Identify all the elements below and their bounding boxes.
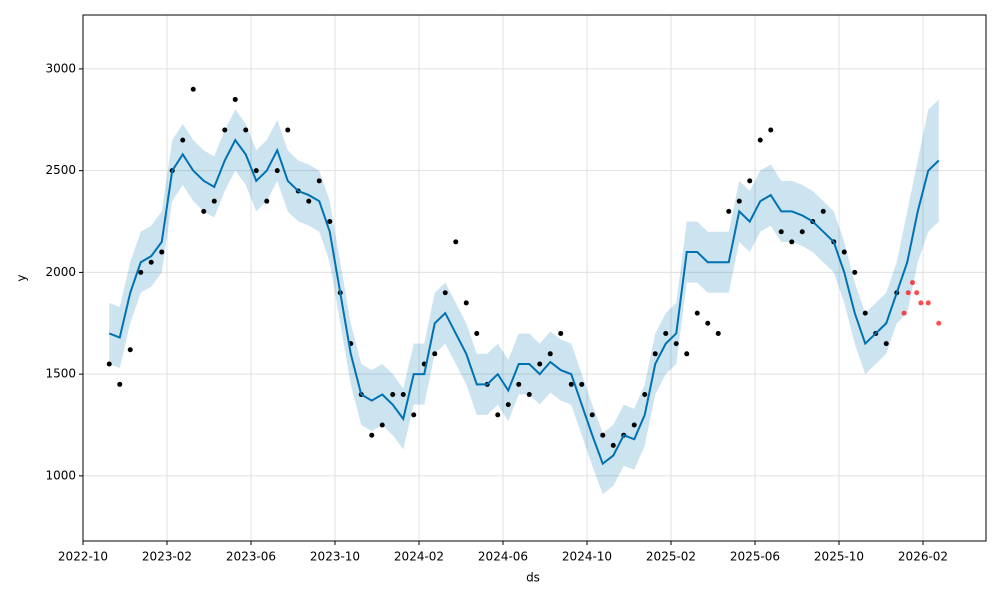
observed-point [390, 391, 396, 397]
observed-point [694, 310, 700, 316]
observed-point [379, 422, 385, 428]
observed-point [316, 178, 322, 184]
test-point [910, 280, 915, 286]
observed-point [726, 208, 732, 214]
test-point [914, 290, 920, 296]
observed-point [789, 239, 795, 245]
test-point [936, 320, 942, 326]
observed-point [799, 229, 805, 235]
observed-point [400, 391, 406, 397]
observed-point [159, 249, 165, 255]
observed-point [453, 239, 459, 245]
observed-point [306, 198, 312, 204]
observed-point [411, 412, 417, 418]
x-tick-label: 2025-06 [730, 550, 780, 564]
observed-point [432, 351, 438, 357]
observed-point [138, 269, 144, 275]
observed-point [600, 432, 606, 438]
test-point [925, 300, 931, 306]
test-point [901, 310, 907, 316]
x-tick-label: 2024-02 [394, 550, 444, 564]
x-tick-label: 2023-10 [310, 550, 360, 564]
observed-point [495, 412, 501, 418]
observed-point [778, 229, 784, 235]
plot-area [83, 15, 986, 541]
observed-point [537, 361, 543, 367]
x-tick-label: 2023-02 [142, 550, 192, 564]
observed-point [117, 381, 123, 387]
forecast-line [108, 138, 940, 466]
x-tick-label: 2024-10 [562, 550, 612, 564]
observed-point [558, 330, 564, 336]
y-axis-label: y [15, 274, 29, 281]
plot-frame [82, 14, 987, 542]
observed-point [610, 442, 616, 448]
observed-point [211, 198, 217, 204]
x-axis-label: ds [526, 571, 540, 585]
x-tick-label: 2023-06 [226, 550, 276, 564]
observed-point [222, 127, 228, 133]
test-point [918, 300, 924, 306]
observed-point [190, 86, 196, 92]
observed-point [264, 198, 270, 204]
observed-point [369, 432, 375, 438]
observed-point [652, 351, 658, 357]
observed-point [547, 351, 553, 357]
observed-point [106, 361, 112, 367]
observed-point [862, 310, 868, 316]
observed-point [883, 341, 889, 347]
observed-point [820, 208, 826, 214]
observed-point [579, 381, 585, 387]
observed-point [243, 127, 249, 133]
x-tick-label: 2026-02 [898, 550, 948, 564]
observed-point [768, 127, 774, 133]
observed-point [516, 381, 522, 387]
observed-point [747, 178, 753, 184]
observed-point [642, 391, 648, 397]
observed-point [705, 320, 711, 326]
observed-point [505, 402, 511, 408]
observed-point [463, 300, 469, 306]
observed-point [852, 269, 858, 275]
observed-point [631, 422, 637, 428]
observed-point [715, 330, 721, 336]
observed-point [526, 391, 532, 397]
x-tick-label: 2024-06 [478, 550, 528, 564]
observed-point [684, 351, 690, 357]
y-tick-label: 2500 [45, 163, 76, 177]
observed-point [127, 347, 133, 353]
observed-point [148, 259, 154, 265]
y-tick-label: 1500 [45, 367, 76, 381]
y-tick-label: 1000 [45, 468, 76, 482]
observed-point [180, 137, 186, 143]
y-tick-label: 2000 [45, 265, 76, 279]
y-tick-label: 3000 [45, 61, 76, 75]
observed-point [274, 168, 280, 174]
observed-point [673, 341, 679, 347]
observed-point [327, 219, 333, 225]
uncertainty-band [109, 99, 939, 495]
observed-point [442, 290, 448, 296]
observed-point [841, 249, 847, 255]
observed-point [736, 198, 742, 204]
observed-point [232, 96, 238, 102]
x-tick-label: 2025-10 [814, 550, 864, 564]
observed-point [568, 381, 574, 387]
x-tick-label: 2025-02 [646, 550, 696, 564]
observed-point [285, 127, 291, 133]
observed-point [589, 412, 595, 418]
x-tick-label: 2022-10 [58, 550, 108, 564]
observed-point [201, 208, 207, 214]
observed-point [474, 330, 480, 336]
test-point [905, 290, 911, 296]
observed-point [663, 330, 669, 336]
observed-point [757, 137, 763, 143]
observed-point [253, 168, 259, 174]
